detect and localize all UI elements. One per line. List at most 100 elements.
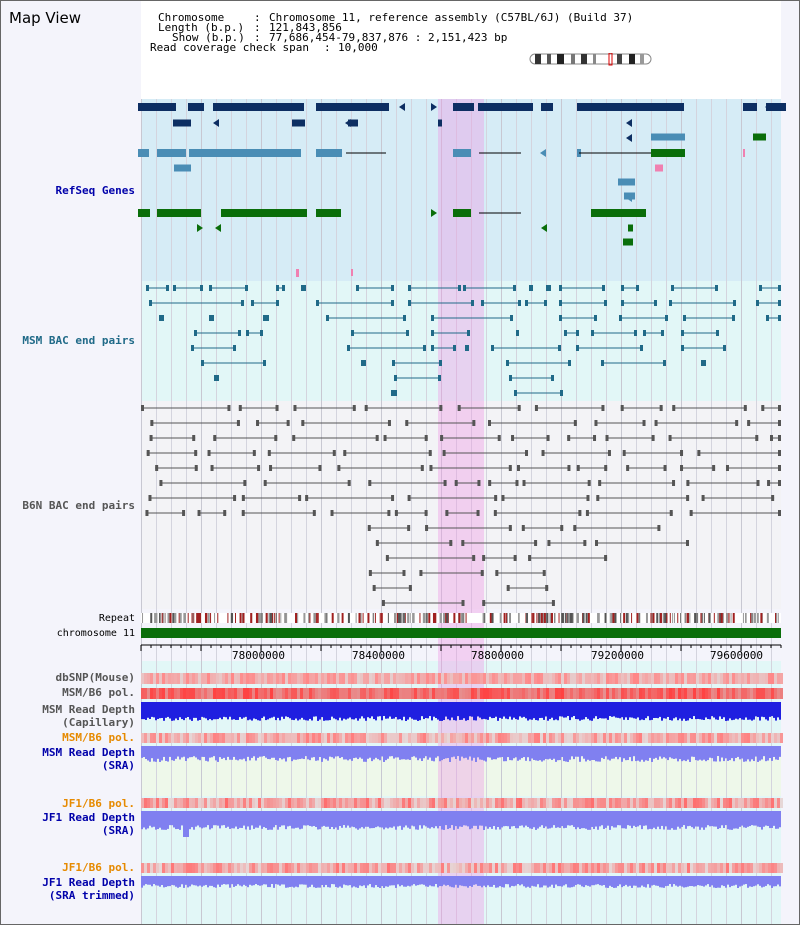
- jf1-depth-trim-bar: [731, 876, 733, 886]
- b6n-bac-pair-end: [425, 525, 429, 531]
- grid-line: [591, 1, 592, 924]
- jf1-depth-trim-bar: [577, 876, 579, 885]
- msm-depth-sra-bar: [507, 746, 509, 758]
- msm-depth-sra-bar: [235, 746, 237, 760]
- repeat-element: [404, 613, 406, 623]
- jf1-depth-trim-bar: [611, 876, 613, 887]
- msm-b6-pol-2-heat-cell: [774, 733, 777, 743]
- msm-bac-pair-end: [548, 285, 551, 291]
- lane-label-msm-bac[interactable]: MSM BAC end pairs: [22, 334, 135, 347]
- jf1-b6-pol-heat-cell: [714, 798, 717, 808]
- jf1-b6-pol-heat-cell: [264, 798, 267, 808]
- msm-depth-sra-bar: [587, 746, 589, 760]
- msm-b6-pol-2-heat-cell: [636, 733, 639, 743]
- jf1-b6-pol-heat-cell: [204, 798, 207, 808]
- repeat-element: [703, 613, 705, 623]
- msm-b6-pol-heat-cell: [144, 688, 147, 699]
- dbsnp-heat-cell: [591, 673, 594, 684]
- refseq-gene: [138, 103, 176, 111]
- msm-depth-sra-bar: [371, 746, 373, 762]
- dbsnp-heat-cell: [339, 673, 342, 684]
- jf1-depth-trim-bar: [381, 876, 383, 887]
- jf1-b6-pol-2-heat-cell: [453, 863, 456, 873]
- chromosome-ideogram[interactable]: [529, 53, 653, 67]
- jf1-b6-pol-2-heat-cell: [777, 863, 780, 873]
- jf1-depth-trim-bar: [261, 876, 263, 886]
- dbsnp-heat-cell: [630, 673, 633, 684]
- msm-b6-pol-2-heat-cell: [582, 733, 585, 743]
- msm-depth-sra-bar: [515, 746, 517, 758]
- msm-bac-pair-end: [663, 360, 666, 366]
- repeat-element: [585, 613, 588, 623]
- b6n-bac-pair-end: [778, 405, 781, 411]
- jf1-depth-sra-bar: [275, 811, 277, 826]
- jf1-b6-pol-2-heat-cell: [618, 863, 621, 873]
- jf1-depth-trim-bar: [371, 876, 373, 888]
- jf1-depth-trim-bar: [237, 876, 239, 885]
- jf1-depth-sra-bar: [539, 811, 541, 827]
- dbsnp-heat-cell: [471, 673, 474, 684]
- msm-b6-pol-2-heat-cell: [615, 733, 618, 743]
- msm-bac-pair-end: [394, 390, 397, 396]
- jf1-b6-pol-heat-cell: [309, 798, 312, 808]
- msm-depth-sra-bar: [263, 746, 265, 757]
- repeat-element: [398, 613, 401, 623]
- jf1-depth-trim-bar: [405, 876, 407, 887]
- jf1-depth-sra-bar: [731, 811, 733, 830]
- jf1-b6-pol-2-heat-cell: [582, 863, 585, 873]
- dbsnp-heat-cell: [336, 673, 339, 684]
- msm-depth-capillary-bar: [283, 702, 285, 719]
- dbsnp-heat-cell: [387, 673, 390, 684]
- msm-depth-capillary-bar: [757, 702, 759, 718]
- b6n-bac-pair-end: [585, 510, 589, 516]
- jf1-depth-trim-bar: [515, 876, 517, 886]
- jf1-depth-trim-bar: [397, 876, 399, 885]
- dbsnp-heat-cell: [219, 673, 222, 684]
- msm-depth-sra-bar: [339, 746, 341, 759]
- jf1-depth-trim-bar: [451, 876, 453, 888]
- msm-depth-sra-bar: [303, 746, 305, 760]
- msm-b6-pol-2-heat-cell: [522, 733, 525, 743]
- msm-b6-pol-heat-cell: [591, 688, 594, 699]
- msm-bac-pair-end: [173, 285, 176, 291]
- msm-depth-capillary-bar: [311, 702, 313, 721]
- jf1-b6-pol-heat-cell: [225, 798, 228, 808]
- dbsnp-heat-cell: [477, 673, 480, 684]
- dbsnp-heat-cell: [513, 673, 516, 684]
- jf1-depth-sra-bar: [703, 811, 705, 830]
- msm-b6-pol-heat-cell: [585, 688, 588, 699]
- msm-depth-sra-bar: [391, 746, 393, 757]
- msm-b6-pol-heat-cell: [549, 688, 552, 699]
- jf1-depth-sra-bar: [547, 811, 549, 829]
- jf1-b6-pol-heat-cell: [582, 798, 585, 808]
- msm-depth-capillary-bar: [447, 702, 449, 720]
- jf1-depth-sra-bar: [471, 811, 473, 829]
- header-info: Chromosome : Chromosome 11, reference as…: [141, 1, 781, 99]
- jf1-b6-pol-2-heat-cell: [189, 863, 192, 873]
- jf1-depth-trim-bar: [779, 876, 781, 887]
- jf1-b6-pol-2-heat-cell: [153, 863, 156, 873]
- repeat-element: [694, 613, 697, 623]
- jf1-b6-pol-heat-cell: [711, 798, 714, 808]
- msm-b6-pol-heat-cell: [618, 688, 621, 699]
- jf1-b6-pol-heat-cell: [156, 798, 159, 808]
- jf1-depth-sra-bar: [621, 811, 623, 829]
- grid-line: [366, 1, 367, 924]
- jf1-b6-pol-2-heat-cell: [249, 863, 252, 873]
- jf1-depth-trim-bar: [509, 876, 511, 888]
- jf1-depth-sra-bar: [607, 811, 609, 826]
- msm-depth-capillary-bar: [679, 702, 681, 719]
- jf1-b6-pol-heat-cell: [531, 798, 534, 808]
- msm-b6-pol-heat-cell: [774, 688, 777, 699]
- refseq-gene: [618, 178, 635, 186]
- msm-b6-pol-heat-cell: [696, 688, 699, 699]
- jf1-b6-pol-2-heat-cell: [426, 863, 429, 873]
- b6n-bac-pair-end: [769, 435, 773, 441]
- lane-label-refseq[interactable]: RefSeq Genes: [55, 184, 135, 197]
- lane-label-b6n-bac[interactable]: B6N BAC end pairs: [22, 499, 135, 512]
- b6n-bac-pair-end: [343, 450, 347, 456]
- dbsnp-heat-cell: [333, 673, 336, 684]
- dbsnp-heat-cell: [645, 673, 648, 684]
- jf1-depth-trim-bar: [535, 876, 537, 887]
